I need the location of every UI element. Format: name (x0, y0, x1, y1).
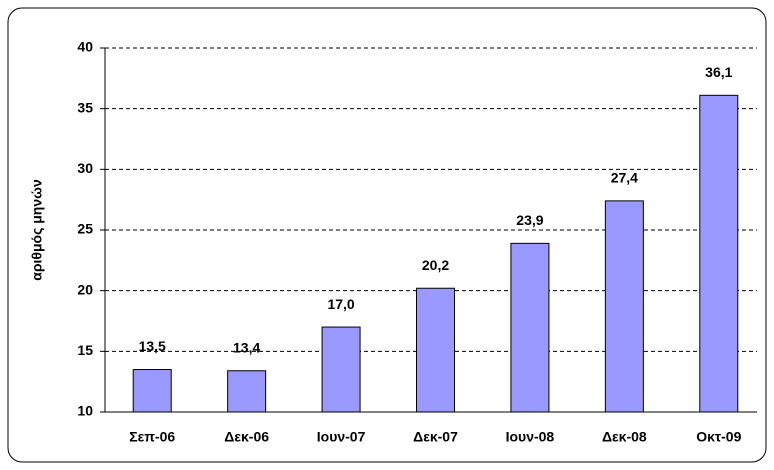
data-label: 27,4 (611, 170, 638, 186)
x-tick-label: Οκτ-09 (696, 429, 741, 445)
x-tick-label: Ιουν-07 (317, 429, 366, 445)
chart-frame (7, 7, 767, 463)
data-label: 36,1 (705, 64, 732, 80)
x-tick-label: Δεκ-07 (413, 429, 458, 445)
bar (132, 369, 172, 413)
bar (416, 287, 455, 413)
bar (510, 242, 550, 413)
y-tick-label: 30 (77, 160, 93, 176)
y-tick-label: 25 (77, 221, 93, 237)
bar (321, 326, 361, 413)
data-label: 13,4 (233, 339, 260, 355)
bar (699, 94, 739, 413)
x-tick-label: Δεκ-06 (224, 429, 269, 445)
data-label: 23,9 (516, 212, 543, 228)
y-tick-label: 10 (77, 403, 93, 419)
y-tick-label: 35 (77, 99, 93, 115)
bar (227, 370, 267, 413)
y-tick-label: 20 (77, 281, 93, 297)
data-label: 13,5 (139, 338, 166, 354)
x-tick-label: Δεκ-08 (602, 429, 647, 445)
x-tick-label: Ιουν-08 (506, 429, 555, 445)
x-tick-label: Σεπ-06 (129, 429, 175, 445)
bar (604, 200, 644, 413)
y-tick-label: 15 (77, 342, 93, 358)
data-label: 17,0 (327, 296, 354, 312)
y-axis-label: αριθμός μηνών (29, 179, 45, 281)
data-label: 20,2 (422, 257, 449, 273)
y-tick-label: 40 (77, 39, 93, 55)
